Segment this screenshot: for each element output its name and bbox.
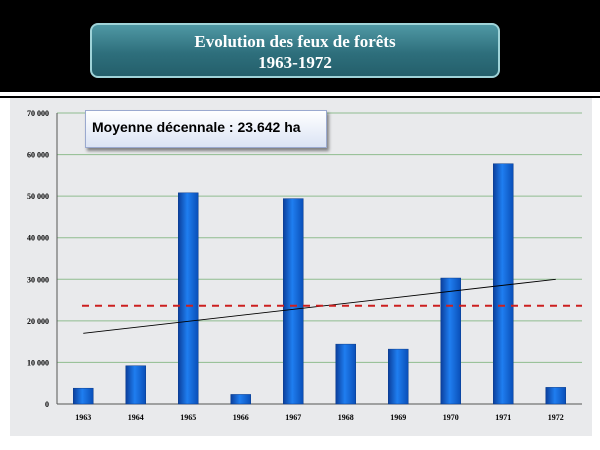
bar-1965: [178, 192, 199, 405]
x-tick-label: 1964: [128, 413, 144, 422]
bar-1969: [388, 348, 409, 405]
bar-1970: [440, 277, 461, 405]
x-tick-label: 1966: [233, 413, 249, 422]
y-tick-label: 50 000: [27, 192, 49, 201]
average-annotation: Moyenne décennale : 23.642 ha: [85, 110, 327, 148]
bar-1968: [335, 343, 356, 405]
chart-title-line-2: 1963-1972: [258, 53, 332, 72]
x-tick-label: 1970: [443, 413, 459, 422]
x-tick-label: 1965: [180, 413, 196, 422]
x-tick-label: 1972: [548, 413, 564, 422]
axis-ticks: 0 10 000 20 000 30 000 40 000 50 000 60 000 70 …: [27, 109, 564, 422]
y-tick-label: 70 000: [27, 109, 49, 118]
bar-1963: [73, 387, 94, 405]
bar-1967: [283, 198, 304, 405]
y-tick-label: 60 000: [27, 151, 49, 160]
bar-1966: [230, 394, 251, 405]
y-tick-label: 30 000: [27, 275, 49, 284]
x-tick-label: 1968: [338, 413, 354, 422]
chart-title-box: Evolution des feux de forêts 1963-1972: [90, 23, 500, 78]
bar-1971: [493, 163, 514, 405]
x-tick-label: 1969: [390, 413, 406, 422]
chart-title-line-1: Evolution des feux de forêts: [194, 32, 396, 51]
y-tick-label: 20 000: [27, 317, 49, 326]
y-tick-label: 10 000: [27, 358, 49, 367]
y-tick-label: 0: [45, 400, 49, 409]
overlay-lines: [82, 278, 582, 334]
y-tick-label: 40 000: [27, 234, 49, 243]
bar-1964: [125, 365, 146, 405]
bar-1972: [545, 387, 566, 405]
x-tick-label: 1963: [75, 413, 91, 422]
bars: [73, 163, 566, 405]
x-tick-label: 1971: [495, 413, 511, 422]
x-tick-label: 1967: [285, 413, 301, 422]
header-divider: [0, 96, 600, 98]
